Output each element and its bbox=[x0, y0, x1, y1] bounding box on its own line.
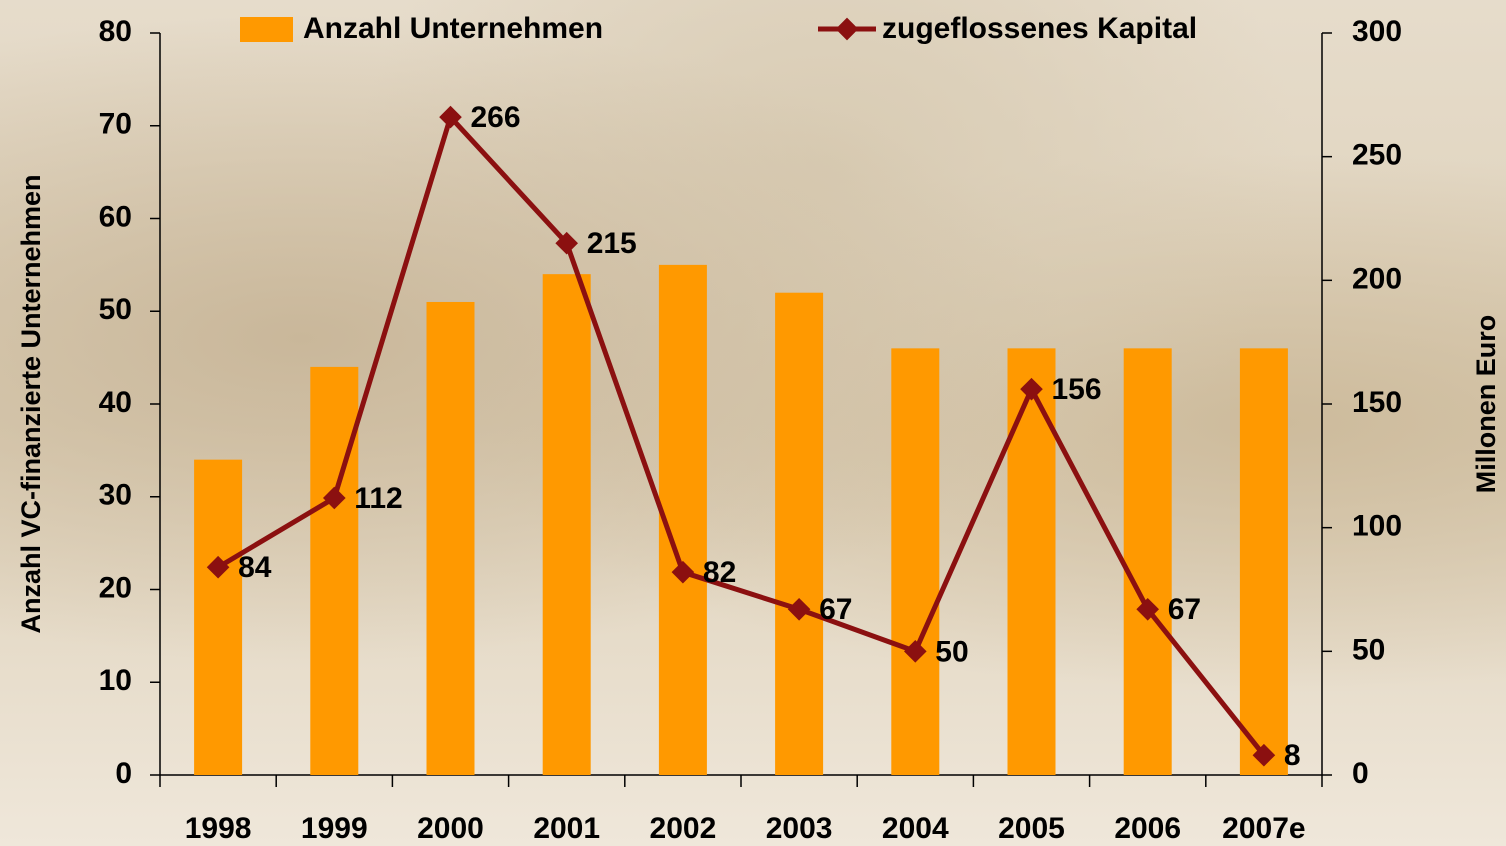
legend-label: zugeflossenes Kapital bbox=[882, 12, 1197, 45]
y-tick-label: 60 bbox=[99, 200, 132, 233]
x-tick-label: 2006 bbox=[1114, 812, 1181, 845]
x-tick-label: 2000 bbox=[417, 812, 484, 845]
y2-tick-label: 50 bbox=[1352, 633, 1385, 666]
x-tick-label: 2007e bbox=[1222, 812, 1305, 845]
legend-label: Anzahl Unternehmen bbox=[303, 12, 603, 45]
data-label: 67 bbox=[819, 593, 852, 626]
bar bbox=[427, 302, 475, 775]
data-label: 84 bbox=[238, 551, 272, 584]
y-tick-label: 20 bbox=[99, 571, 132, 604]
chart: Anzahl VC-finanzierte Unternehmen Millon… bbox=[0, 0, 1506, 846]
line bbox=[218, 117, 1264, 755]
y-tick-label: 70 bbox=[99, 108, 132, 141]
y-tick-label: 30 bbox=[99, 479, 132, 512]
x-tick-label: 2002 bbox=[650, 812, 717, 845]
bar bbox=[310, 367, 358, 775]
data-label: 156 bbox=[1052, 373, 1102, 406]
bar bbox=[1240, 348, 1288, 775]
y2-tick-label: 250 bbox=[1352, 139, 1402, 172]
y2-tick-label: 150 bbox=[1352, 386, 1402, 419]
legend-swatch bbox=[240, 17, 293, 42]
bar bbox=[891, 348, 939, 775]
bar bbox=[1008, 348, 1056, 775]
y-tick-label: 10 bbox=[99, 664, 132, 697]
data-label: 67 bbox=[1168, 593, 1201, 626]
data-label: 266 bbox=[471, 101, 521, 134]
y2-tick-label: 0 bbox=[1352, 757, 1369, 790]
y-tick-label: 40 bbox=[99, 386, 132, 419]
data-label: 215 bbox=[587, 227, 637, 260]
x-tick-label: 2003 bbox=[766, 812, 833, 845]
x-tick-label: 2005 bbox=[998, 812, 1065, 845]
bar bbox=[1124, 348, 1172, 775]
y-axis-label: Anzahl VC-finanzierte Unternehmen bbox=[16, 174, 46, 633]
data-label: 112 bbox=[354, 482, 402, 515]
y2-tick-label: 200 bbox=[1352, 262, 1402, 295]
legend-marker bbox=[836, 18, 859, 41]
y2-tick-label: 100 bbox=[1352, 510, 1402, 543]
page: Anzahl VC-finanzierte Unternehmen Millon… bbox=[0, 0, 1506, 846]
bar bbox=[194, 460, 242, 775]
data-label: 8 bbox=[1284, 739, 1301, 772]
data-label: 82 bbox=[703, 556, 736, 589]
x-tick-label: 1998 bbox=[185, 812, 252, 845]
data-label: 50 bbox=[935, 635, 968, 668]
x-tick-label: 1999 bbox=[301, 812, 368, 845]
x-tick-label: 2001 bbox=[533, 812, 600, 845]
bar bbox=[775, 293, 823, 775]
y-tick-label: 0 bbox=[115, 757, 132, 790]
y-tick-label: 50 bbox=[99, 293, 132, 326]
y2-tick-label: 300 bbox=[1352, 15, 1402, 48]
y-tick-label: 80 bbox=[99, 15, 132, 48]
y2-axis-label: Millonen Euro bbox=[1471, 315, 1501, 494]
x-tick-label: 2004 bbox=[882, 812, 949, 845]
bar bbox=[543, 274, 591, 775]
